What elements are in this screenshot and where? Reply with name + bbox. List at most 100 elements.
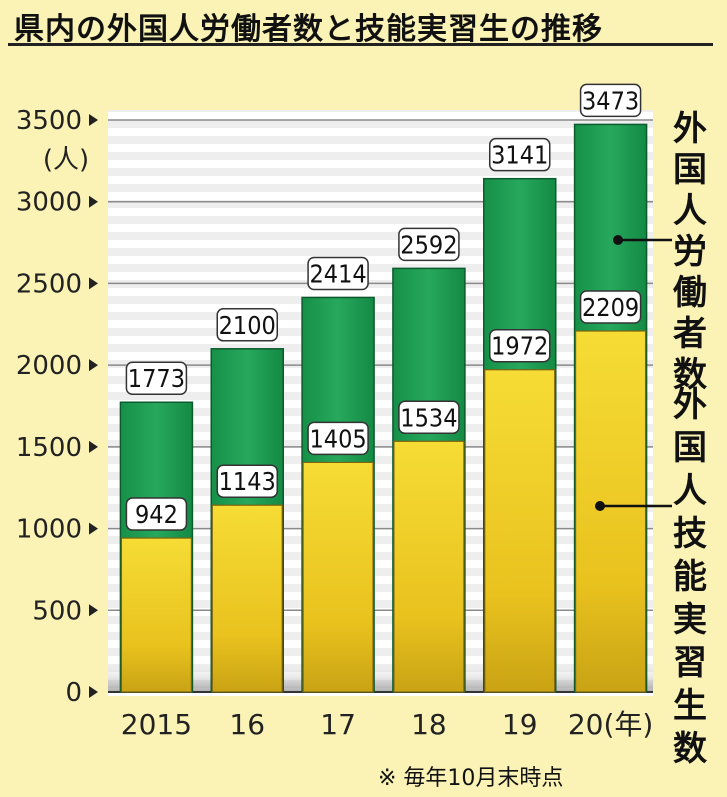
x-tick-label: 19 (502, 708, 538, 741)
stripe (108, 192, 653, 200)
stripe (108, 112, 653, 120)
data-label-trainees-box (398, 400, 460, 435)
bar-trainees (484, 369, 556, 693)
data-label-foreign-workers-box (579, 83, 642, 118)
y-axis-label: (人) (43, 145, 89, 175)
svg-text:働: 働 (673, 273, 707, 313)
data-label-foreign-workers: 3141 (491, 141, 548, 170)
legend-dot-foreign-workers (613, 235, 623, 245)
stripe (108, 432, 653, 440)
data-label-trainees-box (216, 464, 278, 498)
legend-dot-trainees (595, 501, 605, 511)
svg-text:数: 数 (673, 355, 707, 395)
stripe (108, 176, 653, 184)
stripe (108, 304, 653, 312)
data-label-foreign-workers-box (307, 256, 369, 291)
y-tick-marker (89, 440, 98, 453)
svg-text:労: 労 (673, 232, 707, 272)
stripe (108, 624, 653, 632)
title-underline (8, 43, 713, 46)
stripe (108, 160, 653, 168)
y-tick-label: 0 (65, 678, 82, 708)
data-label-trainees: 1534 (400, 403, 457, 432)
x-tick-label: 17 (320, 708, 356, 741)
bar-trainees (302, 461, 374, 693)
stripe (108, 208, 653, 216)
data-label-trainees: 2209 (582, 293, 639, 322)
svg-text:生: 生 (673, 686, 707, 726)
stripe (108, 272, 653, 280)
bar-trainees (120, 537, 193, 693)
data-label-foreign-workers: 2100 (219, 311, 276, 340)
y-tick-marker (89, 359, 98, 372)
bar-trainees (393, 440, 465, 693)
stripe (108, 400, 653, 408)
data-label-trainees: 942 (135, 500, 178, 529)
svg-text:人: 人 (673, 471, 707, 511)
x-tick-label: 20(年) (568, 708, 653, 741)
stripe (108, 416, 653, 424)
stripe (108, 144, 653, 152)
stripe (108, 480, 653, 488)
stripe (108, 384, 653, 392)
data-label-trainees: 1405 (309, 424, 366, 453)
stripe (108, 528, 653, 536)
stripe (108, 352, 653, 360)
stripe (108, 544, 653, 552)
stripe (108, 320, 653, 328)
stripe (108, 368, 653, 376)
bar-trainees (211, 504, 283, 693)
data-labels: 1773 942 2100 1143 2414 1405 2592 1534 3141 1972 3… (125, 83, 642, 531)
data-label-foreign-workers: 2592 (400, 230, 457, 259)
svg-text:国: 国 (673, 150, 707, 190)
stripe (108, 448, 653, 456)
stripe (108, 512, 653, 520)
data-label-trainees: 1972 (491, 332, 548, 361)
svg-text:者: 者 (673, 314, 707, 354)
stripe (108, 464, 653, 472)
svg-text:人: 人 (673, 191, 707, 231)
stripe (108, 576, 653, 584)
stripe (108, 128, 653, 136)
y-tick-label: 1500 (16, 433, 82, 463)
x-axis: 2015 16 17 18 19 20(年) (121, 708, 654, 741)
stripe (108, 240, 653, 248)
y-tick-label: 3500 (16, 106, 82, 136)
svg-text:習: 習 (673, 643, 707, 683)
data-label-trainees: 1143 (219, 467, 276, 496)
chart-title: 県内の外国人労働者数と技能実習生の推移 (14, 12, 603, 47)
data-label-foreign-workers-box (216, 308, 278, 342)
stripe (108, 496, 653, 504)
stripe (108, 592, 653, 600)
plot-floor-shade (108, 660, 653, 692)
data-label-foreign-workers: 2414 (309, 259, 366, 288)
stripe (108, 256, 653, 264)
stripe (108, 224, 653, 232)
stripe (108, 640, 653, 648)
y-axis: 0 500 1000 1500 2000 2500 3000 3500 (人) (16, 106, 98, 708)
data-label-foreign-workers: 3473 (582, 86, 639, 115)
footnote: ※ 毎年10月末時点 (378, 766, 564, 791)
svg-text:外: 外 (673, 109, 707, 149)
y-tick-label: 3000 (16, 188, 82, 218)
svg-text:国: 国 (673, 428, 707, 468)
y-tick-label: 2500 (16, 269, 82, 299)
y-tick-marker (89, 195, 98, 208)
y-tick-marker (89, 522, 98, 535)
stripe (108, 288, 653, 296)
data-label-foreign-workers: 1773 (128, 364, 185, 393)
data-label-foreign-workers-box (398, 227, 460, 262)
gridlines (108, 119, 653, 693)
legend-label-foreign-workers: 外国人労働者数 (673, 109, 707, 395)
svg-text:数: 数 (673, 729, 707, 769)
stripe (108, 608, 653, 616)
y-tick-marker (89, 604, 98, 617)
y-tick-marker (89, 277, 98, 290)
svg-text:技: 技 (673, 514, 707, 554)
x-tick-label: 2015 (121, 708, 192, 741)
svg-text:外: 外 (673, 385, 707, 425)
x-tick-label: 18 (411, 708, 447, 741)
